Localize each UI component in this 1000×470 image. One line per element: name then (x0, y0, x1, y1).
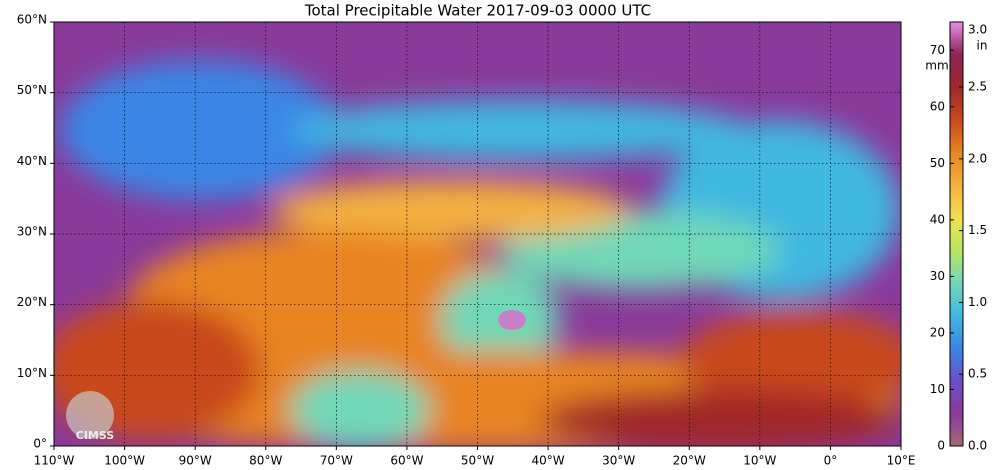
unit-in: in (977, 39, 988, 53)
y-tick-label: 30°N (17, 225, 47, 239)
x-tick-label: 0° (824, 454, 838, 468)
x-tick-label: 110°W (34, 454, 75, 468)
y-tick-label: 40°N (17, 154, 47, 168)
in-tick-label: 0.0 (968, 439, 987, 453)
x-tick-label: 10°W (743, 454, 776, 468)
x-tick-label: 10°E (887, 454, 916, 468)
x-tick-label: 100°W (104, 454, 145, 468)
logo: CIMSS (66, 391, 114, 442)
in-tick-label: 3.0 (968, 23, 987, 37)
mm-tick-label: 70 (930, 43, 945, 57)
mm-tick-label: 0 (937, 439, 945, 453)
in-tick-label: 2.5 (968, 80, 987, 94)
in-tick-label: 1.0 (968, 295, 987, 309)
mm-tick-label: 10 (930, 382, 945, 396)
y-tick-label: 0° (33, 437, 47, 451)
mm-tick-label: 30 (930, 269, 945, 283)
logo-text: CIMSS (76, 429, 115, 442)
unit-mm: mm (925, 59, 948, 73)
tpw-field (54, 22, 901, 446)
in-tick-label: 0.5 (968, 367, 987, 381)
x-tick-label: 40°W (532, 454, 565, 468)
mm-tick-label: 50 (930, 156, 945, 170)
mm-tick-label: 40 (930, 212, 945, 226)
x-tick-label: 20°W (673, 454, 706, 468)
x-tick-label: 30°W (602, 454, 635, 468)
y-tick-label: 50°N (17, 83, 47, 97)
y-tick-label: 20°N (17, 295, 47, 309)
in-tick-label: 2.0 (968, 151, 987, 165)
x-tick-label: 50°W (461, 454, 494, 468)
x-tick-label: 70°W (320, 454, 353, 468)
title: Total Precipitable Water 2017-09-03 0000… (304, 2, 651, 20)
hurricane-eye (498, 310, 526, 330)
in-tick-label: 1.5 (968, 223, 987, 237)
x-tick-label: 80°W (249, 454, 282, 468)
mm-tick-label: 20 (930, 325, 945, 339)
x-tick-label: 90°W (179, 454, 212, 468)
y-tick-label: 60°N (17, 13, 47, 27)
x-tick-label: 60°W (390, 454, 423, 468)
y-tick-label: 10°N (17, 366, 47, 380)
mm-tick-label: 60 (930, 99, 945, 113)
colorbar (949, 21, 964, 447)
